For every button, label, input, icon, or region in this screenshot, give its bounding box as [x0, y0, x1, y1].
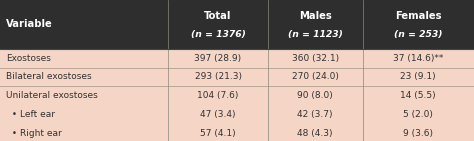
Text: 23 (9.1): 23 (9.1)	[401, 72, 436, 81]
FancyBboxPatch shape	[0, 68, 474, 86]
Text: Exostoses: Exostoses	[6, 54, 51, 63]
Text: 37 (14.6)**: 37 (14.6)**	[393, 54, 444, 63]
Text: 47 (3.4): 47 (3.4)	[201, 110, 236, 119]
Text: • Right ear: • Right ear	[6, 129, 62, 138]
Text: 360 (32.1): 360 (32.1)	[292, 54, 339, 63]
Text: 104 (7.6): 104 (7.6)	[197, 91, 239, 100]
Text: 397 (28.9): 397 (28.9)	[194, 54, 242, 63]
Text: 48 (4.3): 48 (4.3)	[298, 129, 333, 138]
Text: Males: Males	[299, 11, 332, 21]
Text: Unilateral exostoses: Unilateral exostoses	[6, 91, 98, 100]
Text: 5 (2.0): 5 (2.0)	[403, 110, 433, 119]
Text: (n = 1123): (n = 1123)	[288, 30, 343, 38]
Text: Total: Total	[204, 11, 232, 21]
Text: Variable: Variable	[6, 19, 53, 29]
Text: Bilateral exostoses: Bilateral exostoses	[6, 72, 91, 81]
Text: 90 (8.0): 90 (8.0)	[297, 91, 333, 100]
Text: 14 (5.5): 14 (5.5)	[401, 91, 436, 100]
Text: 42 (3.7): 42 (3.7)	[298, 110, 333, 119]
Text: • Left ear: • Left ear	[6, 110, 55, 119]
Text: Females: Females	[395, 11, 442, 21]
Text: 57 (4.1): 57 (4.1)	[200, 129, 236, 138]
Text: 293 (21.3): 293 (21.3)	[194, 72, 242, 81]
FancyBboxPatch shape	[0, 86, 474, 105]
Text: 9 (3.6): 9 (3.6)	[403, 129, 433, 138]
FancyBboxPatch shape	[0, 124, 474, 141]
FancyBboxPatch shape	[0, 0, 474, 49]
Text: (n = 253): (n = 253)	[394, 30, 443, 38]
Text: (n = 1376): (n = 1376)	[191, 30, 246, 38]
FancyBboxPatch shape	[0, 49, 474, 68]
FancyBboxPatch shape	[0, 105, 474, 124]
Text: 270 (24.0): 270 (24.0)	[292, 72, 338, 81]
